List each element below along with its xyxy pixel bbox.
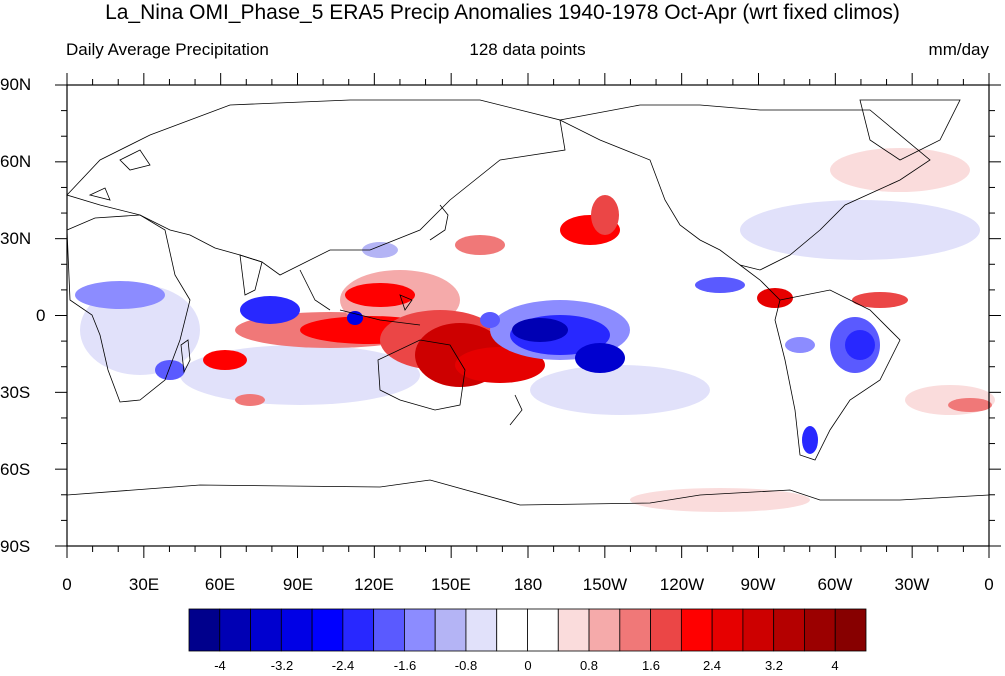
colorbar-tick-label: -1.6: [393, 658, 417, 673]
colorbar-box: [250, 608, 282, 652]
colorbar-box: [588, 608, 621, 652]
lon-label-0: 0: [62, 575, 72, 594]
lon-label-60w: 60W: [817, 575, 853, 594]
lon-label-150w: 150W: [582, 575, 628, 594]
colorbar-tick-label: 4: [831, 658, 839, 673]
colorbar-tick-label: 2.4: [702, 658, 722, 673]
colorbar-tick-label: -3.2: [270, 658, 294, 673]
coastlines: [66, 99, 990, 506]
colorbar-box: [342, 608, 375, 652]
subtitle-count: 128 data points: [469, 40, 586, 59]
colorbar-tick-label: 3.2: [764, 658, 784, 673]
lat-label-30n: 30N: [0, 229, 32, 248]
colorbar-box: [280, 608, 313, 652]
colorbar-box: [773, 608, 805, 652]
colorbar-box: [742, 608, 775, 652]
colorbar-tick-label: 0.8: [579, 658, 599, 673]
lon-label-30e: 30E: [128, 575, 160, 594]
subtitle-variable: Daily Average Precipitation: [66, 40, 269, 59]
lat-label-eq: 0: [36, 306, 46, 325]
colorbar-tick-label: 1.6: [641, 658, 661, 673]
lat-label-90n: 90N: [0, 75, 32, 94]
colorbar-box: [404, 608, 436, 652]
subtitle-units: mm/day: [928, 40, 989, 59]
colorbar-box: [804, 608, 836, 652]
lat-label-60n: 60N: [0, 152, 32, 171]
anomaly-field: [75, 148, 995, 512]
lat-label-90s: 90S: [0, 537, 31, 556]
colorbar-box: [680, 608, 713, 652]
colorbar-box: [650, 608, 682, 652]
colorbar-box: [496, 608, 528, 652]
colorbar-tick-label: -4: [214, 658, 226, 673]
axis-ticks: [55, 73, 1001, 558]
colorbar-box: [434, 608, 467, 652]
lon-label-120w: 120W: [659, 575, 705, 594]
colorbar-box: [619, 608, 651, 652]
map-title: La_Nina OMI_Phase_5 ERA5 Precip Anomalie…: [105, 1, 900, 24]
lon-label-180: 180: [513, 575, 543, 594]
colorbar-box: [311, 608, 344, 652]
lon-label-30w: 30W: [894, 575, 930, 594]
colorbar-tick-label: -0.8: [454, 658, 478, 673]
colorbar-box: [834, 608, 867, 652]
lon-label-90e: 90E: [282, 575, 314, 594]
colorbar-box: [188, 608, 221, 652]
lat-label-60s: 60S: [0, 460, 31, 479]
colorbar-box: [465, 608, 498, 652]
colorbar-box: [373, 608, 405, 652]
colorbar-box: [219, 608, 251, 652]
lon-label-0-east: 0: [984, 575, 994, 594]
lon-label-150e: 150E: [431, 575, 471, 594]
lon-label-120e: 120E: [354, 575, 394, 594]
lon-label-60e: 60E: [204, 575, 236, 594]
colorbar-tick-label: -2.4: [331, 658, 355, 673]
colorbar-box: [527, 608, 559, 652]
colorbar-box: [557, 608, 590, 652]
colorbar-box: [711, 608, 744, 652]
colorbar-tick-label: 0: [524, 658, 532, 673]
lon-label-90w: 90W: [740, 575, 776, 594]
colorbar: [188, 608, 867, 652]
lat-label-30s: 30S: [0, 383, 31, 402]
